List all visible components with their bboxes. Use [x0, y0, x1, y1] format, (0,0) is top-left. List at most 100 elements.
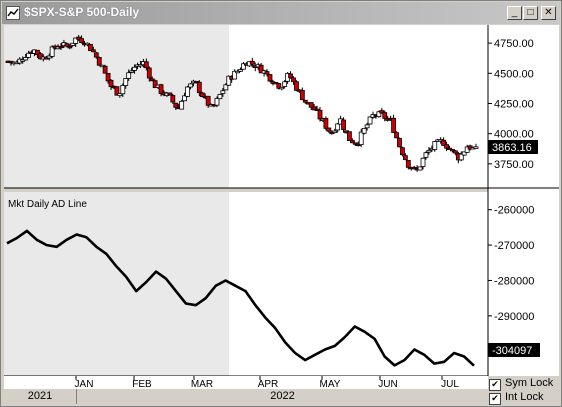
- y-axis-area: [488, 25, 559, 376]
- candle-down: [402, 155, 408, 160]
- candle-up: [241, 63, 246, 70]
- price-last-value: 3863.16: [492, 142, 532, 154]
- candle-up: [129, 70, 135, 73]
- month-label: FEB: [132, 379, 152, 389]
- candle-up: [473, 146, 479, 149]
- indicator-last-value-box: [488, 343, 540, 357]
- minimize-button[interactable]: _: [507, 6, 522, 20]
- panel-divider[interactable]: [4, 188, 559, 192]
- candle-up: [458, 153, 464, 161]
- int-lock-checkbox[interactable]: ✔ Int Lock: [489, 391, 544, 405]
- candle-up: [238, 69, 243, 72]
- indicator-tick-label: -290000: [494, 311, 534, 323]
- indicator-last-value: -304097: [492, 345, 532, 357]
- candle-up: [420, 157, 426, 167]
- candle-down: [397, 137, 402, 148]
- candle-down: [452, 150, 458, 154]
- candle-up: [217, 94, 223, 100]
- candle-down: [152, 80, 158, 89]
- candle-down: [146, 67, 152, 79]
- candle-up: [70, 42, 76, 46]
- indicator-tick-label: -280000: [494, 275, 534, 287]
- candle-up: [364, 124, 370, 129]
- candle-down: [67, 45, 73, 49]
- month-labels: JAN FEB MAR APR MAY JUN JUL: [75, 376, 459, 389]
- candle-up: [132, 66, 137, 71]
- candle-up: [223, 84, 229, 91]
- candle-up: [179, 100, 185, 110]
- candle-up: [464, 146, 470, 153]
- candle-up: [23, 57, 29, 61]
- title-bar[interactable]: $SPX-S&P 500-Daily _ □ ✕: [2, 2, 560, 24]
- ad-line-path: [6, 229, 475, 367]
- indicator-plot-shade: [4, 192, 229, 376]
- candle-down: [108, 79, 114, 88]
- candle-down: [276, 83, 282, 89]
- indicator-title: Mkt Daily AD Line: [8, 199, 87, 210]
- int-lock-check-icon[interactable]: ✔: [489, 393, 501, 405]
- indicator-tick-label: -260000: [494, 205, 534, 217]
- candle-down: [291, 77, 296, 83]
- candle-down: [149, 78, 155, 82]
- candle-down: [441, 139, 447, 146]
- candle-down: [267, 74, 273, 82]
- candle-down: [444, 144, 449, 149]
- candle-up: [232, 70, 238, 80]
- candle-down: [311, 106, 317, 111]
- candle-down: [199, 92, 205, 98]
- price-tick-label: 4000.00: [494, 129, 534, 141]
- candle-down: [323, 117, 329, 129]
- year-label-2021: 2021: [4, 389, 77, 404]
- candle-up: [361, 128, 367, 134]
- candle-down: [249, 60, 255, 65]
- candle-down: [196, 81, 202, 94]
- candle-up: [214, 97, 220, 106]
- candle-up: [423, 152, 429, 158]
- sym-lock-checkbox[interactable]: ✔ Sym Lock: [489, 377, 553, 391]
- candle-down: [88, 43, 93, 51]
- candle-down: [58, 45, 64, 49]
- year-bar: 2021 2022: [4, 389, 488, 405]
- candle-down: [205, 95, 211, 106]
- candle-up: [426, 149, 432, 153]
- candle-up: [282, 81, 288, 87]
- candle-up: [220, 90, 226, 94]
- price-plot-shade: [4, 25, 229, 188]
- candle-down: [308, 102, 314, 108]
- candle-down: [405, 159, 411, 168]
- candle-up: [358, 131, 364, 146]
- close-button[interactable]: ✕: [541, 6, 556, 20]
- price-last-value-box: [488, 140, 538, 154]
- candle-down: [411, 166, 417, 170]
- candle-up: [332, 130, 338, 133]
- candle-down: [79, 38, 84, 43]
- year-label-2022: 2022: [77, 389, 488, 404]
- candle-up: [123, 78, 129, 86]
- maximize-button[interactable]: □: [523, 6, 538, 20]
- candle-up: [335, 123, 341, 131]
- candle-down: [314, 108, 320, 112]
- sym-lock-check-icon[interactable]: ✔: [489, 379, 501, 391]
- candle-down: [264, 71, 270, 75]
- candle-down: [158, 84, 164, 94]
- candle-down: [302, 99, 308, 103]
- candle-down: [35, 49, 40, 56]
- candle-up: [279, 86, 285, 90]
- ad-line: [6, 229, 475, 367]
- candle-up: [138, 64, 143, 67]
- candle-down: [317, 109, 323, 120]
- candle-down: [382, 112, 388, 119]
- candle-up: [46, 55, 52, 59]
- price-tick-label: 4750.00: [494, 38, 534, 50]
- month-label: JAN: [75, 379, 94, 389]
- price-tick-label: 4500.00: [494, 68, 534, 80]
- indicator-tick-label: -270000: [494, 240, 534, 252]
- candle-down: [347, 131, 352, 141]
- chart-canvas[interactable]: 4750.00 4500.00 4250.00 4000.00 3750.00 -260…: [4, 25, 559, 389]
- candle-down: [299, 89, 305, 101]
- candle-down: [288, 73, 293, 79]
- candle-down: [349, 140, 355, 144]
- price-tick-label: 3750.00: [494, 159, 534, 171]
- candle-down: [391, 117, 396, 133]
